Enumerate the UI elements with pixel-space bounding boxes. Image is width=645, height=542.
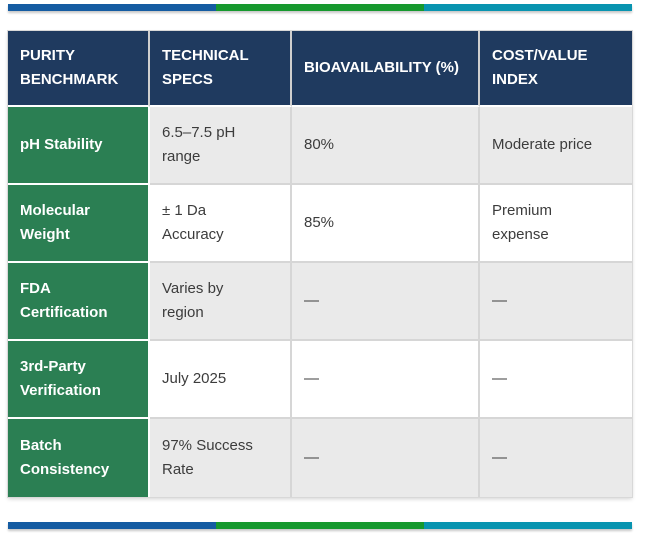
column-header-cost-value-index: COST/VALUE INDEX [480,31,632,107]
specs-cell: 97% Success Rate [150,419,292,497]
specs-cell: Varies by region [150,263,292,341]
cost-cell: — [480,263,632,341]
table-row: 3rd-Party Verification July 2025 — — [8,341,632,419]
bioavailability-cell: — [292,419,480,497]
accent-bar-bottom [8,522,632,529]
column-header-technical-specs: TECHNICAL SPECS [150,31,292,107]
accent-bar-top [8,4,632,11]
column-header-bioavailability: BIOAVAILABILITY (%) [292,31,480,107]
bioavailability-cell: — [292,341,480,419]
row-header-ph-stability: pH Stability [8,107,150,185]
specs-cell: 6.5–7.5 pH range [150,107,292,185]
row-header-batch-consistency: Batch Consistency [8,419,150,497]
row-header-molecular-weight: Molecular Weight [8,185,150,263]
cost-cell: — [480,341,632,419]
accent-bar-bottom-green-segment [216,522,424,529]
table-row: FDA Certification Varies by region — — [8,263,632,341]
table-row: Molecular Weight ± 1 Da Accuracy 85% Pre… [8,185,632,263]
row-header-fda-certification: FDA Certification [8,263,150,341]
table-row: pH Stability 6.5–7.5 pH range 80% Modera… [8,107,632,185]
accent-bar-bottom-teal-segment [424,522,632,529]
purity-benchmark-table: PURITY BENCHMARK TECHNICAL SPECS BIOAVAI… [8,31,632,497]
row-header-3rd-party-verification: 3rd-Party Verification [8,341,150,419]
cost-cell: Premium expense [480,185,632,263]
specs-cell: July 2025 [150,341,292,419]
cost-cell: Moderate price [480,107,632,185]
table-row: Batch Consistency 97% Success Rate — — [8,419,632,497]
specs-cell: ± 1 Da Accuracy [150,185,292,263]
cost-cell: — [480,419,632,497]
accent-bar-bottom-blue-segment [8,522,216,529]
accent-bar-top-teal-segment [424,4,632,11]
accent-bar-top-green-segment [216,4,424,11]
accent-bar-top-blue-segment [8,4,216,11]
bioavailability-cell: — [292,263,480,341]
bioavailability-cell: 80% [292,107,480,185]
column-header-purity-benchmark: PURITY BENCHMARK [8,31,150,107]
bioavailability-cell: 85% [292,185,480,263]
table-header-row: PURITY BENCHMARK TECHNICAL SPECS BIOAVAI… [8,31,632,107]
